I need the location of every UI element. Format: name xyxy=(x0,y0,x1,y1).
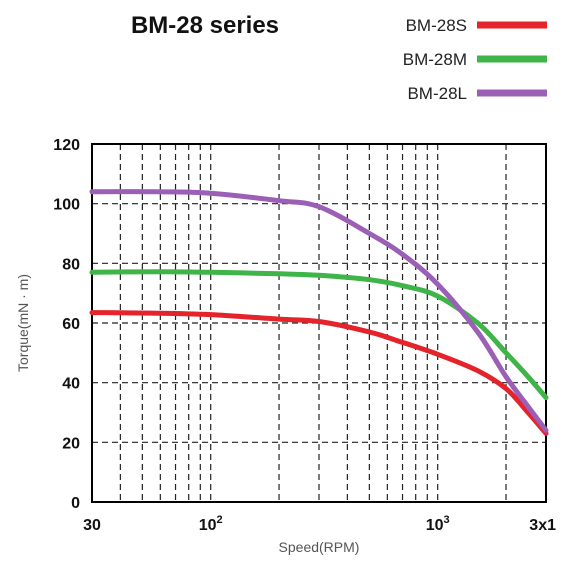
series-line-bm-28l xyxy=(89,189,549,433)
grid xyxy=(92,144,546,502)
chart-title: BM-28 series xyxy=(131,12,279,39)
plot-area-frame xyxy=(91,143,547,503)
y-tick-label: 80 xyxy=(62,256,80,273)
x-axis-label: Speed(RPM) xyxy=(279,539,360,555)
series-line-bm-28m xyxy=(89,269,549,401)
series-line-bm-28s xyxy=(89,310,549,436)
x-tick-label: 30 xyxy=(83,517,101,534)
x-tick-label: 3x1 xyxy=(529,517,556,534)
x-axis-ticks: 30 102 103 3x1 xyxy=(83,514,556,534)
y-axis-label: Torque(mN · m) xyxy=(15,274,31,372)
y-tick-label: 0 xyxy=(71,495,80,512)
y-tick-label: 40 xyxy=(62,376,80,393)
legend-label: BM-28L xyxy=(407,84,467,103)
y-tick-label: 60 xyxy=(62,316,80,333)
legend-label: BM-28M xyxy=(403,50,467,69)
y-tick-label: 20 xyxy=(62,435,80,452)
y-axis-ticks: 0 20 40 60 80 100 120 xyxy=(53,137,80,512)
y-tick-label: 120 xyxy=(53,137,80,154)
x-tick-label: 103 xyxy=(426,514,450,534)
y-tick-label: 100 xyxy=(53,197,80,214)
legend: BM-28S BM-28M BM-28L xyxy=(403,16,547,103)
legend-label: BM-28S xyxy=(406,16,467,35)
series-lines xyxy=(89,189,549,436)
x-tick-label: 102 xyxy=(199,514,223,534)
